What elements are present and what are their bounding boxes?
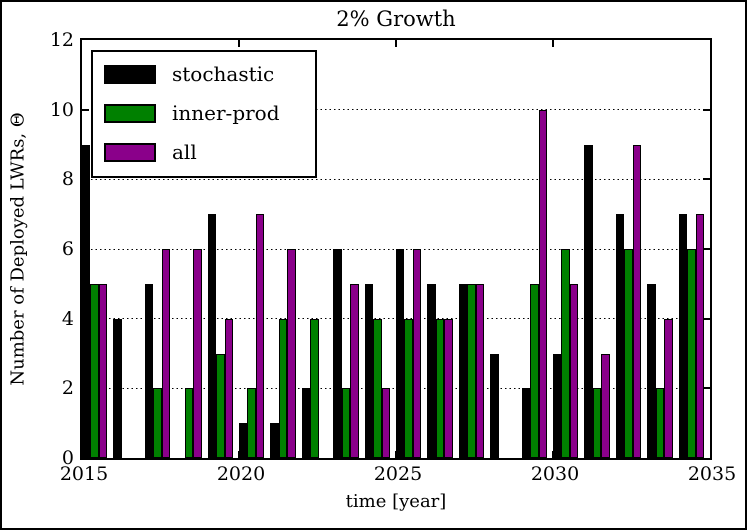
- x-axis-label: time [year]: [345, 491, 447, 512]
- x-tick-label: 2025: [373, 463, 423, 485]
- bar-stochastic-2025: [396, 249, 405, 458]
- bar-inner-prod-2022: [310, 318, 319, 458]
- tick-mark: [238, 451, 240, 458]
- legend-item-stochastic: stochastic: [104, 63, 305, 85]
- bar-all-2034: [695, 214, 705, 458]
- tick-mark: [82, 387, 89, 390]
- bar-inner-prod-2023: [341, 388, 351, 458]
- tick-mark: [238, 40, 240, 47]
- bar-all-2021: [287, 249, 296, 458]
- bar-stochastic-2022: [301, 388, 311, 458]
- bar-all-2029: [538, 109, 548, 458]
- legend-item-all: all: [104, 141, 305, 163]
- y-tick-label: 4: [61, 307, 74, 330]
- x-tick-label: 2015: [59, 463, 109, 485]
- bar-stochastic-2016: [113, 318, 122, 458]
- legend-swatch-inner-prod-icon: [104, 103, 156, 123]
- bar-all-2033: [664, 318, 673, 458]
- x-tick-label: 2030: [530, 463, 580, 485]
- bar-stochastic-2033: [647, 283, 656, 458]
- plot-area: [80, 38, 712, 460]
- bar-all-2032: [632, 144, 642, 458]
- tick-mark: [703, 108, 710, 111]
- legend-swatch-all-icon: [104, 142, 156, 162]
- bar-stochastic-2032: [615, 214, 625, 458]
- legend: stochastic inner-prod all: [91, 50, 317, 178]
- y-axis-label: Number of Deployed LWRs, Θ: [7, 112, 29, 386]
- bar-inner-prod-2031: [592, 388, 602, 458]
- tick-mark: [82, 317, 89, 320]
- legend-item-inner-prod: inner-prod: [104, 102, 305, 124]
- bar-inner-prod-2030: [561, 249, 570, 458]
- bar-all-2019: [224, 318, 234, 458]
- bar-inner-prod-2033: [655, 388, 665, 458]
- tick-mark: [82, 178, 89, 181]
- bar-all-2026: [444, 318, 453, 458]
- y-tick-label: 6: [61, 238, 74, 260]
- bar-stochastic-2023: [333, 249, 342, 458]
- legend-label-inner-prod: inner-prod: [172, 101, 280, 125]
- bar-all-2027: [475, 283, 485, 458]
- tick-mark: [552, 40, 554, 47]
- tick-mark: [552, 451, 554, 458]
- tick-mark: [703, 317, 710, 320]
- bar-inner-prod-2034: [687, 249, 696, 458]
- bar-all-2020: [255, 214, 265, 458]
- y-tick-label: 10: [49, 98, 74, 121]
- bar-inner-prod-2032: [624, 249, 633, 458]
- bar-inner-prod-2029: [530, 283, 539, 458]
- tick-mark: [703, 178, 710, 181]
- legend-swatch-stochastic-icon: [104, 64, 156, 84]
- bar-all-2024: [381, 388, 391, 458]
- bar-stochastic-2031: [584, 144, 593, 458]
- bar-inner-prod-2020: [247, 388, 256, 458]
- tick-mark: [703, 387, 710, 390]
- tick-mark: [395, 40, 397, 47]
- y-tick-label: 0: [61, 447, 74, 469]
- bar-all-2031: [601, 353, 610, 458]
- bar-inner-prod-2027: [467, 283, 476, 458]
- bar-stochastic-2020: [239, 423, 248, 458]
- tick-mark: [703, 248, 710, 250]
- grid-line: [82, 178, 710, 180]
- bar-stochastic-2030: [553, 353, 562, 458]
- bar-stochastic-2027: [458, 283, 468, 458]
- bar-all-2030: [569, 283, 579, 458]
- bar-inner-prod-2018: [184, 388, 194, 458]
- legend-label-all: all: [172, 140, 197, 164]
- bar-stochastic-2029: [521, 388, 531, 458]
- bar-all-2015: [98, 283, 108, 458]
- y-tick-label: 8: [61, 168, 74, 191]
- x-tick-label: 2035: [687, 463, 737, 485]
- tick-mark: [395, 451, 397, 458]
- x-tick-label: 2020: [216, 463, 266, 485]
- bar-stochastic-2015: [82, 144, 91, 458]
- bar-stochastic-2019: [207, 214, 217, 458]
- tick-mark: [82, 108, 89, 111]
- tick-mark: [82, 248, 89, 250]
- bar-stochastic-2024: [364, 283, 374, 458]
- chart-title: 2% Growth: [336, 7, 456, 31]
- bar-all-2023: [350, 283, 359, 458]
- bar-inner-prod-2019: [216, 353, 225, 458]
- bar-inner-prod-2026: [435, 318, 445, 458]
- bar-inner-prod-2017: [153, 388, 162, 458]
- bar-all-2018: [193, 249, 202, 458]
- bar-inner-prod-2015: [90, 283, 99, 458]
- bar-stochastic-2028: [490, 353, 499, 458]
- y-tick-label: 2: [61, 377, 74, 400]
- bar-stochastic-2017: [144, 283, 154, 458]
- y-tick-label: 12: [49, 29, 74, 51]
- legend-label-stochastic: stochastic: [172, 62, 275, 86]
- bar-stochastic-2021: [270, 423, 279, 458]
- bar-inner-prod-2025: [404, 318, 413, 458]
- bar-all-2017: [161, 249, 171, 458]
- bar-all-2025: [412, 249, 422, 458]
- bar-stochastic-2034: [678, 214, 688, 458]
- bar-stochastic-2026: [427, 283, 436, 458]
- grid-line: [82, 109, 710, 111]
- bar-inner-prod-2024: [373, 318, 382, 458]
- bar-inner-prod-2021: [278, 318, 288, 458]
